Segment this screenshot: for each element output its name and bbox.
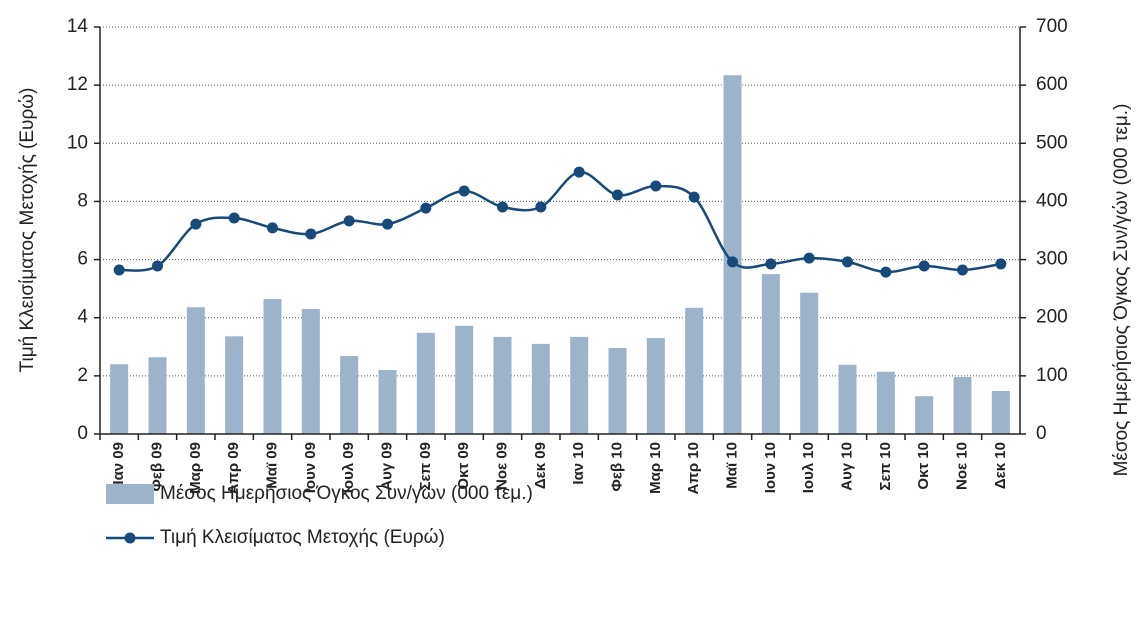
bar [646, 338, 665, 434]
bar [838, 364, 857, 434]
bar [608, 347, 627, 434]
line-marker [228, 212, 240, 224]
bar [186, 307, 205, 434]
line-marker [113, 264, 125, 276]
legend-swatch [106, 484, 154, 504]
bar [723, 75, 742, 434]
bar [570, 336, 589, 434]
bar [110, 364, 129, 434]
y-tick-label: 0 [77, 423, 88, 444]
bar [953, 377, 972, 434]
x-tick-label: Οκτ 09 [455, 442, 472, 490]
bar [991, 390, 1010, 434]
y-tick-label: 2 [77, 365, 88, 386]
x-tick-label: Απρ 09 [225, 442, 242, 494]
bar [876, 371, 895, 434]
bar [416, 332, 435, 434]
line-marker [842, 256, 853, 268]
bar [148, 357, 167, 434]
x-tick-label: Οκτ 10 [915, 442, 932, 490]
x-tick-label: Σεπ 10 [877, 442, 894, 490]
x-tick-label: Φεβ 09 [148, 442, 165, 491]
line-marker [765, 258, 777, 270]
bar [685, 307, 704, 434]
y-tick-label: 8 [77, 190, 88, 211]
line-marker [152, 260, 163, 272]
x-tick-label: Αυγ 10 [838, 442, 855, 491]
y-axis-title: Τιμή Κλεισίματος Μετοχής (Ευρώ) [17, 88, 38, 373]
line-marker [420, 202, 432, 214]
x-tick-label: Ιουν 10 [762, 442, 779, 493]
x-tick-label: Σεπ 09 [417, 442, 434, 490]
x-tick-label: Νοε 09 [493, 442, 510, 490]
line-marker [382, 218, 393, 230]
line [119, 170, 1002, 274]
x-tick-label: Μαϊ 09 [263, 442, 280, 489]
bar [915, 396, 934, 434]
line-marker [650, 180, 662, 192]
line-marker [343, 215, 355, 227]
line-marker [190, 218, 202, 230]
y2-tick-label: 700 [1036, 16, 1068, 37]
legend-marker [124, 532, 136, 544]
y2-tick-label: 600 [1036, 74, 1068, 95]
x-tick-label: Νοε 10 [953, 442, 970, 490]
x-tick-label: Δεκ 09 [532, 442, 549, 489]
line-marker [727, 256, 738, 268]
y-tick-label: 14 [67, 16, 89, 37]
y2-axis-title: Μέσος Ημερήσιος Όγκος Συν/γών (000 τεμ.) [1111, 104, 1132, 477]
bar [455, 325, 474, 434]
y2-tick-label: 200 [1036, 307, 1068, 328]
line-marker [267, 222, 278, 234]
y2-tick-label: 100 [1036, 365, 1068, 386]
bar [340, 356, 359, 434]
line-marker [305, 228, 317, 240]
x-tick-label: Μαρ 10 [647, 442, 664, 494]
legend-label: Τιμή Κλεισίματος Μετοχής (Ευρώ) [160, 527, 445, 548]
bar [263, 299, 282, 434]
x-tick-label: Απρ 10 [685, 442, 702, 494]
y2-tick-label: 500 [1036, 132, 1068, 153]
line-marker [803, 252, 815, 264]
bar [493, 336, 512, 434]
bar [301, 308, 320, 434]
x-tick-label: Μαρ 09 [187, 442, 204, 494]
y-tick-label: 6 [77, 249, 88, 270]
line-marker [880, 266, 892, 278]
x-tick-label: Ιουλ 09 [340, 442, 357, 493]
line-marker [957, 264, 968, 276]
line-marker [918, 260, 930, 272]
y2-tick-label: 0 [1036, 423, 1047, 444]
bar [225, 336, 244, 434]
line-marker [688, 191, 700, 203]
bar [531, 343, 550, 434]
x-tick-label: Ιουλ 10 [800, 442, 817, 493]
bar [800, 292, 819, 434]
line-marker [497, 201, 508, 213]
y-tick-label: 4 [77, 307, 88, 328]
line-marker [535, 201, 547, 213]
line-marker [612, 189, 623, 201]
line-marker [458, 185, 470, 197]
legend-label: Μέσος Ημερήσιος Όγκος Συν/γών (000 τεμ.) [160, 483, 533, 504]
y-tick-label: 12 [67, 74, 88, 95]
line-marker [995, 258, 1007, 270]
x-tick-label: Ιαν 10 [570, 442, 587, 485]
x-tick-label: Μαϊ 10 [723, 442, 740, 489]
x-tick-label: Ιαν 09 [110, 442, 127, 485]
y2-tick-label: 400 [1036, 190, 1068, 211]
x-tick-label: Αυγ 09 [378, 442, 395, 491]
bar [378, 370, 397, 434]
y-tick-label: 10 [67, 132, 88, 153]
x-tick-label: Φεβ 10 [608, 442, 625, 491]
x-tick-label: Ιουν 09 [302, 442, 319, 493]
y2-tick-label: 300 [1036, 249, 1068, 270]
x-tick-label: Δεκ 10 [992, 442, 1009, 489]
bar [761, 274, 780, 434]
line-marker [573, 166, 585, 178]
